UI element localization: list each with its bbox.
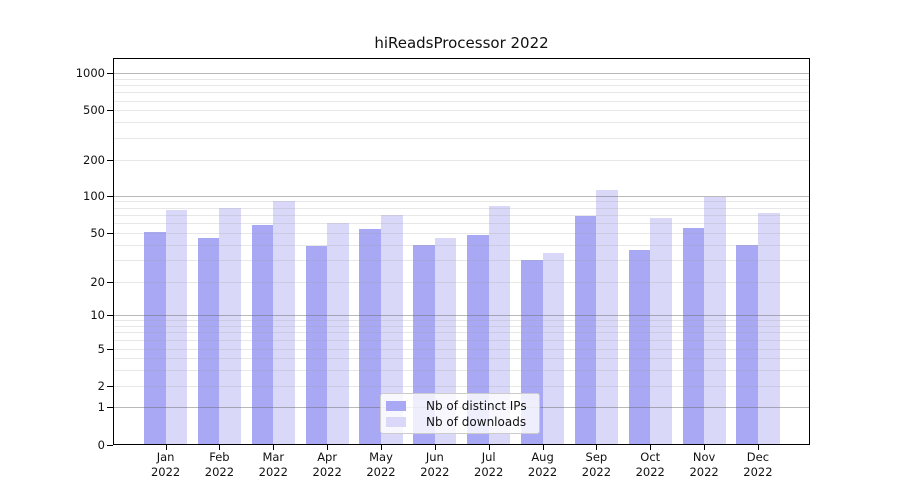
minor-gridline xyxy=(114,122,809,124)
bar-distinct-ips xyxy=(144,231,166,445)
x-tick-label: Jul 2022 xyxy=(474,450,504,479)
y-tick-label: 0 xyxy=(97,437,105,452)
minor-gridline xyxy=(114,160,809,162)
legend-label-distinct-ips: Nb of distinct IPs xyxy=(426,398,527,413)
x-tick-mark xyxy=(327,445,329,450)
y-tick-mark xyxy=(107,73,113,75)
bar-downloads xyxy=(542,253,565,445)
bar-distinct-ips xyxy=(736,244,758,445)
bar-distinct-ips xyxy=(628,250,651,445)
x-tick-mark xyxy=(650,445,652,450)
y-tick-label: 1000 xyxy=(75,66,105,81)
x-tick-label: Nov 2022 xyxy=(689,450,719,479)
x-tick-mark xyxy=(542,445,544,450)
y-tick-mark xyxy=(107,281,113,283)
y-tick-label: 50 xyxy=(90,225,105,240)
x-tick-mark xyxy=(273,445,275,450)
y-tick-mark xyxy=(107,160,113,162)
x-tick-label: Sep 2022 xyxy=(581,450,612,479)
bar-downloads xyxy=(219,207,242,445)
x-tick-label: Aug 2022 xyxy=(527,450,558,479)
x-tick-label: Apr 2022 xyxy=(312,450,342,479)
bar-downloads xyxy=(165,209,188,445)
legend-item-distinct-ips: Nb of distinct IPs xyxy=(386,398,533,413)
minor-gridline xyxy=(114,85,809,87)
y-tick-mark xyxy=(107,195,113,197)
y-tick-label: 5 xyxy=(97,341,105,356)
x-tick-label: Oct 2022 xyxy=(635,450,665,479)
y-tick-label: 2 xyxy=(97,379,105,394)
x-tick-mark xyxy=(596,445,598,450)
y-tick-mark xyxy=(107,386,113,388)
minor-gridline xyxy=(114,138,809,140)
bar-distinct-ips xyxy=(251,224,274,445)
y-tick-label: 100 xyxy=(83,188,105,203)
y-tick-mark xyxy=(107,348,113,350)
x-tick-label: Jun 2022 xyxy=(420,450,450,479)
x-tick-mark xyxy=(434,445,436,450)
bar-downloads xyxy=(381,214,403,445)
x-tick-mark xyxy=(488,445,490,450)
bar-downloads xyxy=(434,238,457,445)
chart-title: hiReadsProcessor 2022 xyxy=(374,34,549,52)
y-tick-mark xyxy=(107,110,113,112)
bar-distinct-ips xyxy=(197,238,220,445)
x-tick-mark xyxy=(704,445,706,450)
x-tick-mark xyxy=(757,445,759,450)
bar-downloads xyxy=(650,217,672,445)
bar-downloads xyxy=(757,212,780,445)
legend-item-downloads: Nb of downloads xyxy=(386,414,533,429)
x-tick-label: Jan 2022 xyxy=(150,450,181,479)
y-tick-mark xyxy=(107,444,113,446)
bar-distinct-ips xyxy=(359,228,381,445)
minor-gridline xyxy=(114,100,809,102)
legend-swatch-distinct-ips-icon xyxy=(386,400,406,411)
x-tick-mark xyxy=(219,445,221,450)
y-tick-label: 10 xyxy=(90,308,105,323)
minor-gridline xyxy=(114,78,809,80)
x-tick-label: Mar 2022 xyxy=(258,450,288,479)
minor-gridline xyxy=(114,92,809,94)
bar-downloads xyxy=(488,205,511,445)
legend-swatch-downloads-icon xyxy=(386,416,406,427)
major-gridline xyxy=(114,73,809,75)
bar-distinct-ips xyxy=(305,245,328,445)
y-tick-mark xyxy=(107,406,113,408)
bar-downloads xyxy=(596,189,618,445)
bar-downloads xyxy=(327,222,349,445)
x-tick-label: May 2022 xyxy=(366,450,396,479)
x-tick-mark xyxy=(381,445,382,450)
y-tick-label: 500 xyxy=(83,103,105,118)
y-tick-label: 1 xyxy=(97,399,105,414)
y-tick-mark xyxy=(107,315,113,317)
bar-downloads xyxy=(273,201,295,445)
legend: Nb of distinct IPs Nb of downloads xyxy=(380,393,540,434)
x-tick-mark xyxy=(165,445,167,450)
bar-distinct-ips xyxy=(574,216,597,445)
x-tick-label: Feb 2022 xyxy=(204,450,235,479)
bar-downloads xyxy=(704,197,726,445)
y-tick-mark xyxy=(107,232,113,234)
x-tick-label: Dec 2022 xyxy=(743,450,773,479)
bar-distinct-ips xyxy=(467,234,489,445)
y-tick-label: 200 xyxy=(83,153,105,168)
y-tick-label: 20 xyxy=(90,274,105,289)
bar-distinct-ips xyxy=(682,227,705,445)
minor-gridline xyxy=(114,110,809,112)
legend-label-downloads: Nb of downloads xyxy=(426,414,527,429)
